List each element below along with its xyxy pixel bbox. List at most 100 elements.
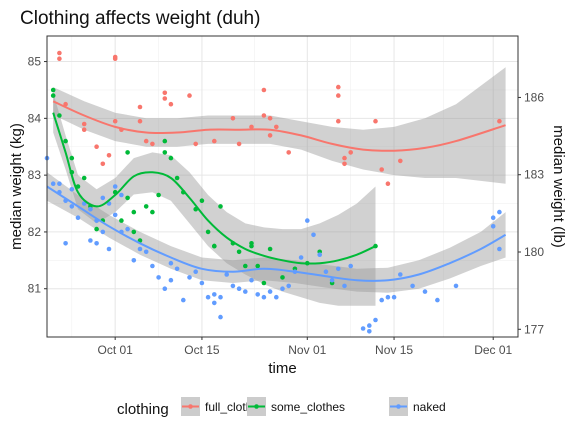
point-full_clothes (162, 96, 168, 101)
point-naked (168, 277, 174, 283)
point-naked (490, 224, 496, 229)
point-naked (280, 286, 285, 292)
point-full_clothes (348, 150, 354, 155)
point-full_clothes (106, 153, 112, 158)
point-some_clothes (81, 175, 87, 181)
point-naked (286, 283, 292, 289)
point-naked (490, 215, 496, 220)
point-naked (249, 277, 254, 283)
point-naked (63, 241, 68, 246)
point-full_clothes (81, 121, 87, 127)
point-some_clothes (125, 195, 130, 201)
point-full_clothes (342, 161, 347, 167)
point-naked (212, 292, 217, 297)
point-full_clothes (336, 118, 341, 124)
legend-label-naked: naked (413, 400, 446, 414)
point-naked (385, 294, 391, 300)
point-naked (453, 283, 459, 289)
point-naked (150, 263, 155, 269)
point-full_clothes (497, 118, 502, 124)
y2-tick-label: 180 (524, 245, 544, 259)
x-tick-label: Nov 01 (288, 343, 326, 357)
point-naked (112, 184, 118, 189)
point-full_clothes (112, 118, 118, 124)
x-axis-title: time (268, 360, 296, 377)
point-some_clothes (168, 155, 174, 161)
point-some_clothes (162, 150, 168, 155)
confidence-band-naked (47, 172, 506, 293)
point-naked (106, 246, 112, 252)
point-naked (379, 297, 385, 303)
smooth-line-some_clothes (52, 112, 376, 265)
point-some_clothes (218, 204, 223, 209)
point-full_clothes (81, 127, 87, 132)
point-naked (218, 314, 223, 320)
point-some_clothes (57, 113, 62, 118)
point-naked (94, 241, 99, 246)
point-naked (143, 249, 149, 255)
point-some_clothes (199, 198, 205, 203)
point-naked (50, 181, 56, 186)
y2-tick-label: 183 (524, 168, 544, 182)
point-naked (100, 195, 106, 201)
x-tick-label: Oct 01 (97, 343, 133, 357)
point-full_clothes (193, 141, 198, 147)
point-full_clothes (342, 155, 347, 161)
legend-title: clothing (117, 401, 169, 418)
point-naked (255, 292, 260, 297)
point-full_clothes (212, 138, 217, 144)
confidence-band-full_clothes (53, 67, 506, 184)
point-naked (236, 286, 242, 292)
point-naked (181, 297, 186, 303)
point-naked (391, 294, 397, 300)
point-full_clothes (398, 158, 403, 164)
legend-point-some_clothes (254, 404, 259, 409)
point-naked (360, 326, 366, 331)
point-naked (168, 260, 174, 266)
y-tick-label: 82 (28, 225, 42, 239)
point-naked (100, 229, 106, 235)
point-naked (261, 294, 267, 300)
point-naked (230, 283, 236, 289)
point-some_clothes (205, 229, 211, 235)
point-some_clothes (125, 150, 130, 155)
point-full_clothes (137, 118, 143, 124)
point-naked (317, 252, 323, 257)
point-naked (311, 232, 316, 238)
point-naked (193, 269, 198, 275)
point-some_clothes (131, 209, 137, 215)
point-naked (410, 283, 415, 289)
x-tick-label: Nov 15 (375, 343, 413, 357)
point-some_clothes (94, 226, 99, 232)
y-tick-label: 84 (28, 111, 42, 125)
point-naked (274, 294, 279, 300)
point-naked (125, 226, 130, 232)
point-naked (162, 286, 168, 292)
point-full_clothes (261, 87, 267, 93)
point-full_clothes (63, 101, 68, 107)
point-naked (205, 294, 211, 300)
point-full_clothes (385, 181, 391, 186)
point-some_clothes (267, 246, 273, 252)
y2-tick-label: 186 (524, 90, 544, 104)
point-some_clothes (131, 229, 137, 235)
legend-point-full_clothes (188, 404, 193, 409)
point-full_clothes (187, 93, 192, 98)
point-full_clothes (267, 133, 273, 138)
point-full_clothes (373, 118, 378, 124)
point-naked (367, 329, 372, 334)
point-some_clothes (63, 138, 68, 144)
point-naked (174, 266, 180, 272)
point-naked (298, 255, 304, 260)
point-naked (57, 181, 62, 186)
point-naked (187, 275, 192, 280)
point-full_clothes (57, 56, 62, 61)
panel-border (46, 35, 519, 338)
point-naked (323, 269, 329, 275)
point-some_clothes (261, 280, 267, 286)
point-naked (218, 294, 223, 300)
point-naked (75, 215, 81, 220)
point-full_clothes (112, 54, 118, 60)
point-naked (243, 289, 248, 294)
